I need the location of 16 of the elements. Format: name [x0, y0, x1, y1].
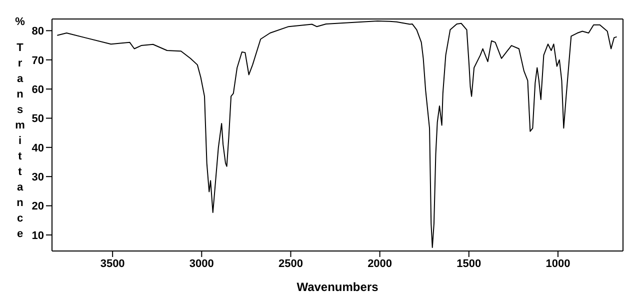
y-tick-label: 20 [32, 200, 44, 213]
y-tick-label: 10 [32, 230, 44, 242]
y-tick-label: 70 [32, 54, 44, 67]
y-tick-label: 50 [32, 113, 44, 126]
x-tick-label: 1000 [546, 258, 570, 270]
x-tick-label: 3500 [100, 258, 125, 270]
y-tick-label: 80 [32, 26, 44, 38]
x-tick-label: 3000 [189, 258, 214, 270]
y-tick-label: 40 [32, 142, 44, 154]
y-tick-label: 30 [32, 171, 44, 184]
x-tick-label: 1500 [456, 258, 482, 270]
x-tick-label: 2500 [278, 258, 303, 270]
text: % Transmittance [15, 16, 25, 240]
y-tick-label: 60 [32, 84, 44, 96]
x-axis-title: Wavenumbers [296, 280, 379, 294]
x-tick-label: 2000 [368, 258, 392, 270]
